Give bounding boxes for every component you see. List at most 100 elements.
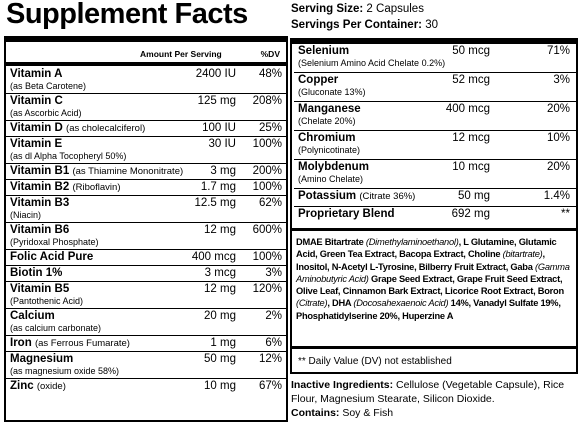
row-divider bbox=[6, 265, 286, 266]
row-divider bbox=[6, 281, 286, 282]
value: 30 bbox=[425, 19, 439, 31]
row-divider bbox=[294, 130, 576, 131]
amount: 30 IU bbox=[208, 138, 237, 150]
detail: (as calcium carbonate) bbox=[10, 323, 102, 333]
detail: (oxide) bbox=[36, 381, 66, 392]
rule bbox=[292, 228, 576, 231]
row-divider bbox=[6, 222, 286, 223]
daily-value: 120% bbox=[252, 283, 282, 295]
ingredient-text: , DHA bbox=[327, 298, 354, 309]
servings: Servings Per Container: 30 bbox=[291, 19, 438, 31]
nutrient-name: Zinc (oxide) bbox=[10, 380, 66, 393]
name: Vitamin B6 bbox=[10, 224, 70, 236]
daily-value: 20% bbox=[546, 161, 570, 173]
value: 2 Capsules bbox=[366, 3, 424, 15]
ingredient-text: (Citrate) bbox=[296, 298, 328, 309]
text: Soy & Fish bbox=[342, 407, 394, 419]
amount: 12 mg bbox=[204, 224, 236, 236]
detail: (as dl Alpha Tocopheryl 50%) bbox=[10, 151, 127, 161]
amount: 100 IU bbox=[202, 122, 236, 134]
label: Servings Per Container: bbox=[291, 19, 423, 31]
daily-value: 208% bbox=[252, 95, 282, 107]
amount: 1.7 mg bbox=[200, 181, 236, 193]
amount: 50 mg bbox=[204, 353, 236, 365]
amount: 1 mg bbox=[210, 337, 236, 349]
amount: 50 mcg bbox=[452, 45, 490, 57]
ingredient-text: 14%, Vanadyl Sulfate 19%, Phosphatidylse… bbox=[296, 298, 561, 321]
amount: 3 mcg bbox=[204, 267, 236, 279]
daily-value: 48% bbox=[258, 68, 282, 80]
daily-value: 6% bbox=[265, 337, 282, 349]
nutrient-name: Molybdenum bbox=[298, 161, 369, 174]
daily-value: ** bbox=[561, 208, 570, 220]
name: Potassium bbox=[298, 190, 357, 202]
detail: (Riboflavin) bbox=[72, 182, 121, 193]
amount: 125 mg bbox=[197, 95, 236, 107]
nutrient-name: Iron (as Ferrous Fumarate) bbox=[10, 337, 130, 350]
nutrient-name: Copper bbox=[298, 74, 338, 87]
name: Zinc bbox=[10, 380, 34, 392]
detail: (as Ferrous Fumarate) bbox=[34, 338, 130, 349]
detail: (Pantothenic Acid) bbox=[10, 296, 84, 306]
detail: (Niacin) bbox=[10, 210, 42, 220]
nutrient-name: Vitamin B3 bbox=[10, 197, 69, 210]
row-divider bbox=[6, 195, 286, 196]
amount: 12.5 mg bbox=[194, 197, 236, 209]
row-divider bbox=[6, 136, 286, 137]
daily-value: 1.4% bbox=[543, 190, 570, 202]
ingredient-text: Grape Seed Extract, Grape Fruit Seed Ext… bbox=[296, 273, 564, 297]
daily-value: 20% bbox=[546, 103, 570, 115]
footnote: ** Daily Value (DV) not established bbox=[298, 356, 452, 367]
row-divider bbox=[6, 378, 286, 379]
ingredient-text: (bitartrate) bbox=[502, 249, 543, 260]
blend-ingredients: DMAE Bitartrate (Dimethylaminoethanol), … bbox=[296, 236, 576, 322]
nutrient-name: Magnesium bbox=[10, 353, 73, 366]
rule bbox=[292, 346, 576, 349]
name: Vitamin B1 bbox=[10, 165, 70, 177]
nutrient-name: Vitamin E bbox=[10, 138, 62, 151]
row-divider bbox=[6, 351, 286, 352]
daily-value: 3% bbox=[553, 74, 570, 86]
name: Copper bbox=[298, 74, 339, 86]
row-divider bbox=[6, 335, 286, 336]
daily-value: 600% bbox=[252, 224, 282, 236]
daily-value: 62% bbox=[258, 197, 282, 209]
detail: (as Ascorbic Acid) bbox=[10, 108, 82, 118]
row-divider bbox=[6, 308, 286, 309]
name: Vitamin B5 bbox=[10, 283, 70, 295]
nutrient-name: Folic Acid Pure bbox=[10, 251, 93, 264]
nutrient-name: Chromium bbox=[298, 132, 356, 145]
inactive-ingredients: Inactive Ingredients: Cellulose (Vegetab… bbox=[291, 378, 579, 420]
title: Supplement Facts bbox=[6, 0, 248, 30]
daily-value: 2% bbox=[265, 310, 282, 322]
name: Selenium bbox=[298, 45, 350, 57]
amount: 52 mcg bbox=[452, 74, 490, 86]
row-divider bbox=[294, 72, 576, 73]
daily-value: 100% bbox=[252, 181, 282, 193]
label: Serving Size: bbox=[291, 3, 364, 15]
nutrient-name: Biotin 1% bbox=[10, 267, 62, 280]
column-header: %DV bbox=[260, 49, 280, 59]
ingredient-text: , Inositol, N-Acetyl L-Tyrosine, Bilberr… bbox=[296, 249, 545, 272]
daily-value: 67% bbox=[258, 380, 282, 392]
daily-value: 200% bbox=[252, 165, 282, 177]
daily-value: 3% bbox=[265, 267, 282, 279]
row-divider bbox=[6, 93, 286, 94]
name: Molybdenum bbox=[298, 161, 369, 173]
name: Magnesium bbox=[10, 353, 74, 365]
name: Vitamin D bbox=[10, 122, 63, 134]
right-panel bbox=[290, 38, 578, 374]
nutrient-name: Calcium bbox=[10, 310, 55, 323]
name: Calcium bbox=[10, 310, 55, 322]
row-divider bbox=[294, 101, 576, 102]
detail: (Selenium Amino Acid Chelate 0.2%) bbox=[298, 58, 446, 68]
amount: 10 mcg bbox=[452, 161, 490, 173]
serving-size: Serving Size: 2 Capsules bbox=[291, 3, 424, 15]
nutrient-name: Selenium bbox=[298, 45, 349, 58]
name: Vitamin E bbox=[10, 138, 63, 150]
ingredient-text: , L Glutamine, Glutamic Acid, Green Tea … bbox=[296, 237, 557, 260]
amount: 400 mcg bbox=[191, 251, 236, 263]
name: Folic Acid Pure bbox=[10, 251, 94, 263]
ingredient-text: DMAE Bitartrate bbox=[296, 237, 366, 247]
nutrient-name: Potassium (Citrate 36%) bbox=[298, 190, 415, 203]
